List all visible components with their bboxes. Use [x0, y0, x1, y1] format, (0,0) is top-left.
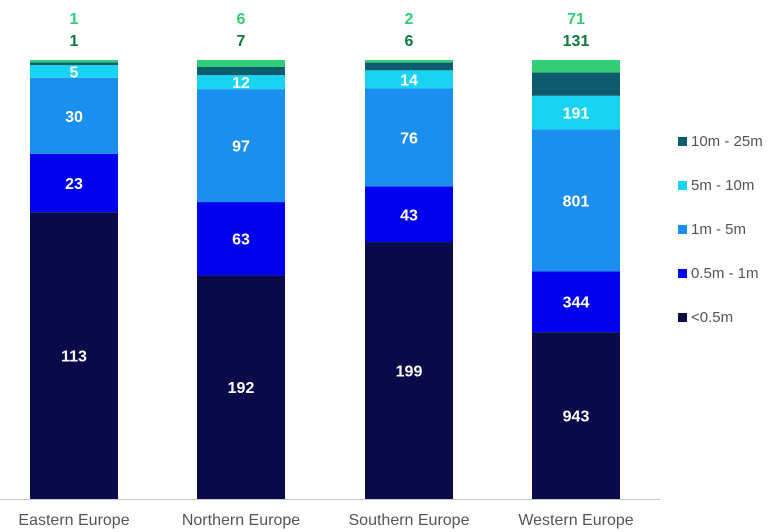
legend-entry-label: 1m - 5m — [691, 221, 746, 238]
bar-segment — [197, 60, 285, 67]
legend-entry-label: 10m - 25m — [691, 133, 763, 150]
bar-segment — [532, 72, 620, 96]
bar-value-label: 344 — [563, 295, 590, 312]
bar-segment — [365, 242, 453, 499]
bar-segment — [197, 75, 285, 90]
bar-value-label: 23 — [65, 176, 83, 193]
bar-value-label: 12 — [232, 75, 250, 92]
top-value-label: 6 — [237, 11, 246, 28]
bar-segment — [365, 186, 453, 243]
bar-segment — [532, 332, 620, 499]
category-labels-layer: Eastern Europe Northern Europe Southern Eu… — [18, 512, 633, 529]
bar-segment — [30, 60, 118, 63]
bar-value-label: 191 — [563, 106, 590, 123]
bar-value-label: 63 — [232, 232, 250, 249]
bar-segment — [532, 95, 620, 130]
category-label: Northern Europe — [182, 512, 300, 529]
bar-value-label: 30 — [65, 109, 83, 126]
category-label: Southern Europe — [349, 512, 470, 529]
top-value-label: 2 — [405, 11, 414, 28]
bar-segment — [365, 62, 453, 71]
category-label: Eastern Europe — [18, 512, 129, 529]
top-value-label: 71 — [567, 11, 585, 28]
bar-value-label: 97 — [232, 139, 250, 156]
top-value-label: 131 — [563, 33, 590, 50]
bar-value-label: 199 — [396, 364, 423, 381]
legend: 10m - 25m 5m - 10m 1m - 5m 0.5m - 1m <0.5m — [678, 133, 763, 326]
top-value-label: 7 — [237, 33, 246, 50]
bar-segment — [30, 153, 118, 213]
bar-segment — [197, 66, 285, 76]
category-label: Western Europe — [518, 512, 633, 529]
bar-value-label: 76 — [400, 130, 418, 147]
bar-segment — [197, 89, 285, 203]
bar-segment — [532, 129, 620, 272]
bar-segment — [365, 70, 453, 89]
bar-segment — [532, 60, 620, 73]
bar-value-label: 14 — [400, 72, 418, 89]
top-labels-layer: 1 1 6 7 2 6 71 131 — [70, 11, 590, 50]
bar-segment — [30, 62, 118, 66]
bar-value-label: 801 — [563, 193, 590, 210]
bar-segment — [532, 271, 620, 333]
legend-swatch — [678, 269, 687, 278]
legend-swatch — [678, 313, 687, 322]
bar-segment — [30, 77, 118, 154]
bar-segment — [30, 65, 118, 78]
legend-swatch — [678, 137, 687, 146]
bar-segment — [197, 275, 285, 499]
bar-value-label: 43 — [400, 207, 418, 224]
bar-segment — [197, 202, 285, 276]
legend-swatch — [678, 181, 687, 190]
legend-entry-label: <0.5m — [691, 309, 733, 326]
top-value-label: 1 — [70, 33, 79, 50]
bars-layer: 113 23 30 5 192 63 97 12 199 43 76 14 943 344 801 191 — [30, 60, 620, 499]
bar-segment — [365, 60, 453, 63]
bar-value-label: 192 — [228, 380, 255, 397]
legend-entry-label: 5m - 10m — [691, 177, 754, 194]
bar-value-label: 943 — [563, 409, 590, 426]
top-value-label: 6 — [405, 33, 414, 50]
bar-segment — [30, 212, 118, 499]
bar-value-label: 113 — [61, 349, 87, 366]
legend-swatch — [678, 225, 687, 234]
legend-entry-label: 0.5m - 1m — [691, 265, 759, 282]
bar-value-label: 5 — [70, 64, 79, 81]
top-value-label: 1 — [70, 11, 79, 28]
bar-segment — [365, 88, 453, 187]
